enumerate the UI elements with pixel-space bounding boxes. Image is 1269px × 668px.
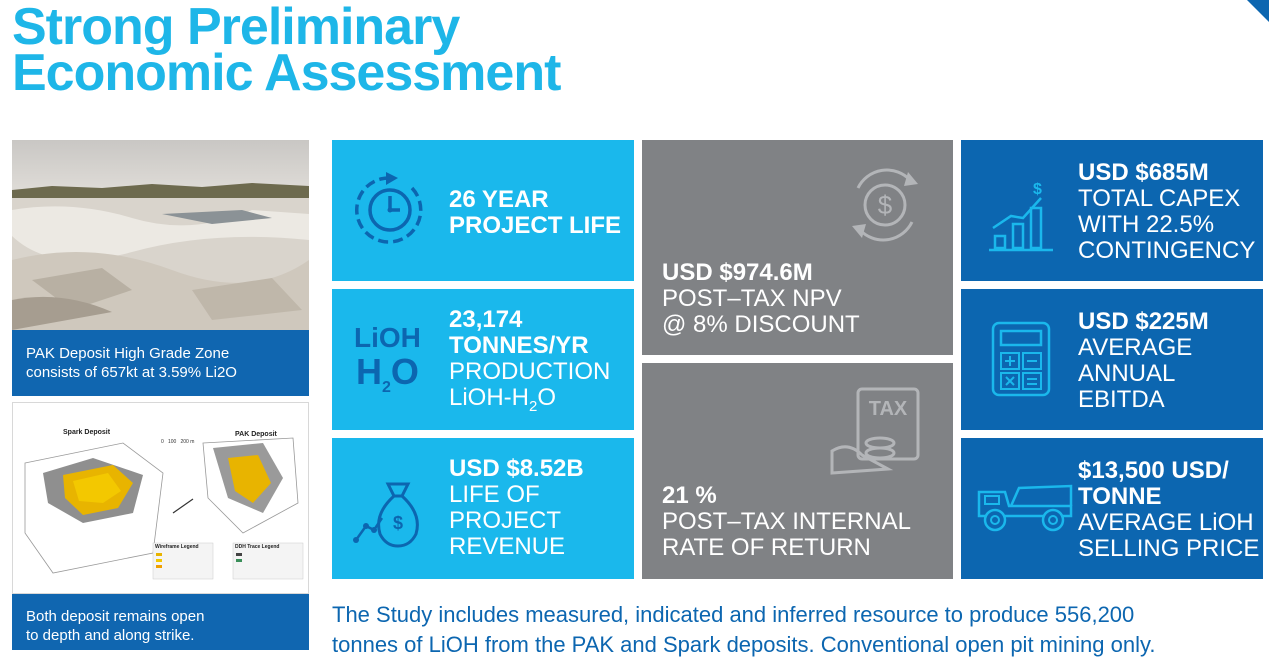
formula-main: LiOH-H — [449, 384, 530, 411]
formula-end: O — [537, 384, 557, 411]
formula-sub: 2 — [529, 397, 538, 415]
lioh-icon-sub: 2 — [381, 379, 391, 397]
project-life-value: 26 YEAR — [449, 186, 549, 213]
production-value: 23,174 — [449, 306, 523, 333]
tile-production: LiOH H2O 23,174 TONNES/YR PRODUCTION LiO… — [332, 289, 634, 430]
tile-capex: $ USD $685M TOTAL CAPEX WITH 22.5% CONTI… — [961, 140, 1263, 281]
irr-label-line: POST–TAX INTERNAL — [662, 508, 911, 535]
npv-value: USD $974.6M — [662, 259, 813, 286]
lioh-icon-bottom: H2O — [354, 353, 421, 407]
capex-label-line: CONTINGENCY — [1078, 237, 1256, 264]
model-caption-line: Both deposit remains open — [26, 608, 205, 625]
revenue-label-line: LIFE OF — [449, 481, 540, 508]
price-label-line: AVERAGE LiOH — [1078, 509, 1254, 536]
tile-npv: $ USD $974.6M POST–TAX NPV @ 8% DISCOUNT — [642, 140, 953, 355]
irr-label-line: RATE OF RETURN — [662, 534, 871, 561]
tile-irr: TAX 21 % POST–TAX INTERNAL RATE OF RETUR… — [642, 363, 953, 579]
capex-value: USD $685M — [1078, 159, 1209, 186]
study-summary-line: The Study includes measured, indicated a… — [332, 602, 1135, 627]
revenue-value: USD $8.52B — [449, 455, 584, 482]
tile-ebitda: USD $225M AVERAGE ANNUAL EBITDA — [961, 289, 1263, 430]
model-caption-line: to depth and along strike. — [26, 627, 195, 644]
svg-text:$: $ — [1033, 181, 1042, 198]
corner-triangle-icon — [1247, 0, 1269, 22]
lioh-icon-h: H — [355, 351, 382, 392]
tile-revenue: $ USD $8.52B LIFE OF PROJECT REVENUE — [332, 438, 634, 579]
irr-value: 21 % — [662, 482, 717, 509]
lioh-icon-top: LiOH — [354, 322, 421, 353]
study-summary: The Study includes measured, indicated a… — [332, 600, 1262, 660]
svg-text:$: $ — [878, 190, 893, 220]
deposit-model-figure: Spark Deposit PAK Deposit 0 100 200 m Wi… — [12, 402, 309, 594]
capex-label-line: WITH 22.5% — [1078, 211, 1215, 238]
npv-label-line: POST–TAX NPV — [662, 285, 842, 312]
page-title: Strong Preliminary Economic Assessment — [12, 0, 561, 102]
scale-tick: 200 m — [180, 439, 195, 445]
clock-icon — [354, 172, 423, 244]
tile-project-life: 26 YEAR PROJECT LIFE — [332, 140, 634, 281]
title-line-1: Strong Preliminary — [12, 0, 460, 56]
tax-payment-icon: TAX — [830, 387, 920, 475]
price-unit: TONNE — [1078, 483, 1162, 510]
production-formula: LiOH-H2O — [449, 385, 610, 420]
tax-icon-text: TAX — [869, 398, 908, 420]
capex-label-line: TOTAL CAPEX — [1078, 185, 1241, 212]
scale-tick: 100 — [167, 439, 177, 445]
money-bag-icon: $ — [353, 482, 419, 548]
wireframe-legend-title: Wireframe Legend — [155, 544, 199, 550]
lioh-icon-o: O — [390, 351, 419, 392]
project-life-label: PROJECT LIFE — [449, 212, 622, 239]
deposit-photo — [12, 140, 309, 330]
ebitda-label-line: AVERAGE — [1078, 334, 1193, 361]
dollar-cycle-icon: $ — [852, 168, 918, 242]
tile-selling-price: $13,500 USD/ TONNE AVERAGE LiOH SELLING … — [961, 438, 1263, 579]
production-unit: TONNES/YR — [449, 332, 589, 359]
ebitda-label-line: ANNUAL — [1078, 360, 1176, 387]
production-label: PRODUCTION — [449, 358, 611, 385]
ebitda-value: USD $225M — [1078, 308, 1209, 335]
study-summary-line: tonnes of LiOH from the PAK and Spark de… — [332, 632, 1156, 657]
price-label-line: SELLING PRICE — [1078, 535, 1260, 562]
photo-caption: PAK Deposit High Grade Zone consists of … — [12, 330, 309, 396]
spark-deposit-label: Spark Deposit — [63, 429, 111, 436]
dump-truck-icon — [977, 484, 1073, 532]
scale-bar: 0 100 200 m — [161, 439, 194, 445]
pak-deposit-label: PAK Deposit — [235, 431, 277, 438]
svg-text:$: $ — [393, 513, 403, 533]
scale-tick: 0 — [161, 439, 164, 445]
growth-chart-icon: $ — [989, 181, 1053, 252]
ebitda-label-line: EBITDA — [1078, 386, 1165, 413]
lioh-h2o-icon: LiOH H2O — [354, 323, 421, 407]
model-caption: Both deposit remains open to depth and a… — [12, 594, 309, 650]
revenue-label-line: PROJECT — [449, 507, 562, 534]
npv-label-line: @ 8% DISCOUNT — [662, 311, 860, 338]
price-value: $13,500 USD/ — [1078, 457, 1229, 484]
ddh-legend-title: DDH Trace Legend — [235, 544, 280, 550]
title-line-2: Economic Assessment — [12, 44, 561, 102]
photo-caption-line: PAK Deposit High Grade Zone — [26, 345, 230, 362]
calculator-icon — [991, 321, 1051, 397]
photo-caption-line: consists of 657kt at 3.59% Li2O — [26, 364, 237, 381]
revenue-label-line: REVENUE — [449, 533, 566, 560]
